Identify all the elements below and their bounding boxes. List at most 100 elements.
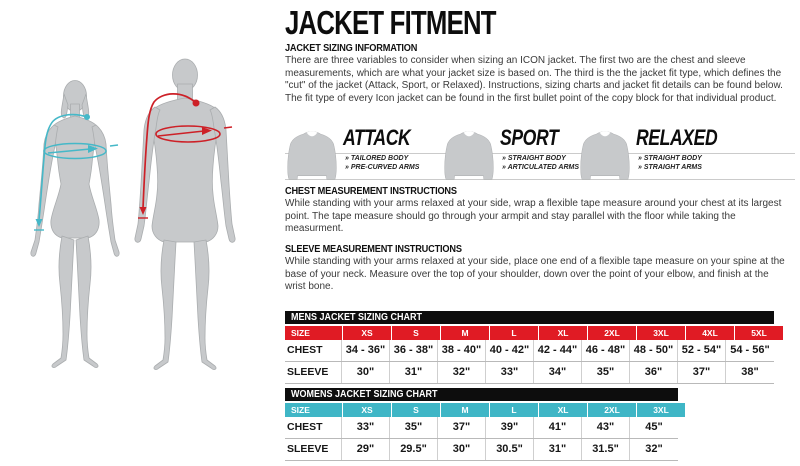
column-header: L xyxy=(490,326,538,340)
relaxed-jacket-icon xyxy=(580,131,630,180)
table-cell: 31" xyxy=(534,439,582,460)
fit-bullet: STRAIGHT BODY xyxy=(502,154,579,163)
sleeve-instructions-heading: SLEEVE MEASUREMENT INSTRUCTIONS xyxy=(285,244,462,255)
table-cell: 36" xyxy=(630,362,678,383)
fit-bullet: TAILORED BODY xyxy=(345,154,427,163)
sport-jacket-icon xyxy=(444,131,494,180)
column-header: 3XL xyxy=(637,403,685,417)
fit-types-row: ATTACK TAILORED BODY PRE-CURVED ARMS SPO… xyxy=(285,126,795,184)
female-silhouette xyxy=(30,80,120,368)
male-chest-measure-ellipse xyxy=(155,125,233,143)
sleeve-instructions-paragraph: While standing with your arms relaxed at… xyxy=(285,256,785,292)
mens-sleeve-row: SLEEVE 30" 31" 32" 33" 34" 35" 36" 37" 3… xyxy=(285,362,774,384)
body-measurement-diagram xyxy=(30,58,236,370)
fit-bullet: STRAIGHT BODY xyxy=(638,154,738,163)
table-cell: 29" xyxy=(342,439,390,460)
relaxed-fit-block: RELAXED STRAIGHT BODY STRAIGHT ARMS xyxy=(636,126,738,172)
column-header: 4XL xyxy=(686,326,734,340)
table-cell: 39" xyxy=(486,417,534,438)
fit-bullet: PRE-CURVED ARMS xyxy=(345,163,427,172)
fit-bullet: STRAIGHT ARMS xyxy=(638,163,738,172)
female-sleeve-arrowhead xyxy=(35,219,43,227)
row-label: CHEST xyxy=(285,417,342,438)
male-sleeve-measure-line xyxy=(138,93,197,219)
column-header: 5XL xyxy=(735,326,783,340)
table-cell: 30" xyxy=(342,362,390,383)
column-header: 2XL xyxy=(588,326,636,340)
male-sleeve-arrowhead xyxy=(139,207,147,215)
sport-fit-block: SPORT STRAIGHT BODY ARTICULATED ARMS xyxy=(500,126,579,172)
table-cell: 54 - 56" xyxy=(730,344,770,356)
female-sleeve-measure-line xyxy=(34,113,88,231)
table-cell: 38 - 40" xyxy=(438,340,486,361)
sizing-info-paragraph: There are three variables to consider wh… xyxy=(285,55,783,104)
male-silhouette xyxy=(134,58,236,370)
attack-jacket-icon xyxy=(287,131,337,180)
female-neck-dot xyxy=(84,114,90,120)
attack-fit-block: ATTACK TAILORED BODY PRE-CURVED ARMS xyxy=(343,126,427,172)
fit-bullet: ARTICULATED ARMS xyxy=(502,163,579,172)
table-cell: 32" xyxy=(438,362,486,383)
sport-fit-bullets: STRAIGHT BODY ARTICULATED ARMS xyxy=(502,154,579,172)
table-cell: 52 - 54" xyxy=(678,340,726,361)
column-header: S xyxy=(392,326,440,340)
column-header: M xyxy=(441,326,489,340)
mens-sizing-chart: MENS JACKET SIZING CHART SIZE XS S M L X… xyxy=(285,311,783,384)
table-cell: 31" xyxy=(390,362,438,383)
row-label: SLEEVE xyxy=(285,439,342,460)
mens-chest-row: CHEST 34 - 36" 36 - 38" 38 - 40" 40 - 42… xyxy=(285,340,774,362)
table-cell: 30" xyxy=(438,439,486,460)
fit-divider-bottom xyxy=(285,179,795,180)
female-chest-measure-ellipse xyxy=(43,142,119,160)
womens-sleeve-row: SLEEVE 29" 29.5" 30" 30.5" 31" 31.5" 32" xyxy=(285,439,678,461)
column-header: SIZE xyxy=(285,326,342,340)
table-cell: 37" xyxy=(438,417,486,438)
table-cell: 38" xyxy=(741,366,759,378)
table-cell: 33" xyxy=(486,362,534,383)
relaxed-fit-bullets: STRAIGHT BODY STRAIGHT ARMS xyxy=(638,154,738,172)
mens-chart-header-row: SIZE XS S M L XL 2XL 3XL 4XL 5XL xyxy=(285,326,783,340)
table-cell: 29.5" xyxy=(390,439,438,460)
row-label: SLEEVE xyxy=(285,362,342,383)
column-header: XL xyxy=(539,403,587,417)
table-cell: 48 - 50" xyxy=(630,340,678,361)
table-cell: 33" xyxy=(342,417,390,438)
column-header: XL xyxy=(539,326,587,340)
column-header: L xyxy=(490,403,538,417)
womens-sizing-chart: WOMENS JACKET SIZING CHART SIZE XS S M L… xyxy=(285,388,685,461)
column-header: XS xyxy=(343,403,391,417)
table-cell: 41" xyxy=(534,417,582,438)
column-header: 3XL xyxy=(637,326,685,340)
mens-chart-title: MENS JACKET SIZING CHART xyxy=(285,311,774,324)
womens-chart-header-row: SIZE XS S M L XL 2XL 3XL xyxy=(285,403,685,417)
column-header: 2XL xyxy=(588,403,636,417)
column-header: M xyxy=(441,403,489,417)
sizing-info-heading: JACKET SIZING INFORMATION xyxy=(285,43,418,54)
row-label: CHEST xyxy=(285,340,342,361)
table-cell: 35" xyxy=(390,417,438,438)
table-cell: 34" xyxy=(534,362,582,383)
male-neck-dot xyxy=(192,99,200,107)
page-title: JACKET FITMENT xyxy=(285,4,497,41)
column-header: S xyxy=(392,403,440,417)
chest-instructions-heading: CHEST MEASUREMENT INSTRUCTIONS xyxy=(285,186,457,197)
sport-fit-title: SPORT xyxy=(500,125,559,150)
womens-chart-title: WOMENS JACKET SIZING CHART xyxy=(285,388,678,401)
table-cell: 31.5" xyxy=(582,439,630,460)
table-cell: 36 - 38" xyxy=(390,340,438,361)
table-cell: 32" xyxy=(645,443,663,455)
table-cell: 34 - 36" xyxy=(342,340,390,361)
chest-instructions-paragraph: While standing with your arms relaxed at… xyxy=(285,198,782,234)
table-cell: 30.5" xyxy=(486,439,534,460)
table-cell: 42 - 44" xyxy=(534,340,582,361)
column-header: SIZE xyxy=(285,403,342,417)
table-cell: 45" xyxy=(645,421,663,433)
table-cell: 40 - 42" xyxy=(486,340,534,361)
table-cell: 46 - 48" xyxy=(582,340,630,361)
womens-chest-row: CHEST 33" 35" 37" 39" 41" 43" 45" xyxy=(285,417,678,439)
column-header: XS xyxy=(343,326,391,340)
attack-fit-bullets: TAILORED BODY PRE-CURVED ARMS xyxy=(345,154,427,172)
relaxed-fit-title: RELAXED xyxy=(636,125,718,150)
table-cell: 35" xyxy=(582,362,630,383)
